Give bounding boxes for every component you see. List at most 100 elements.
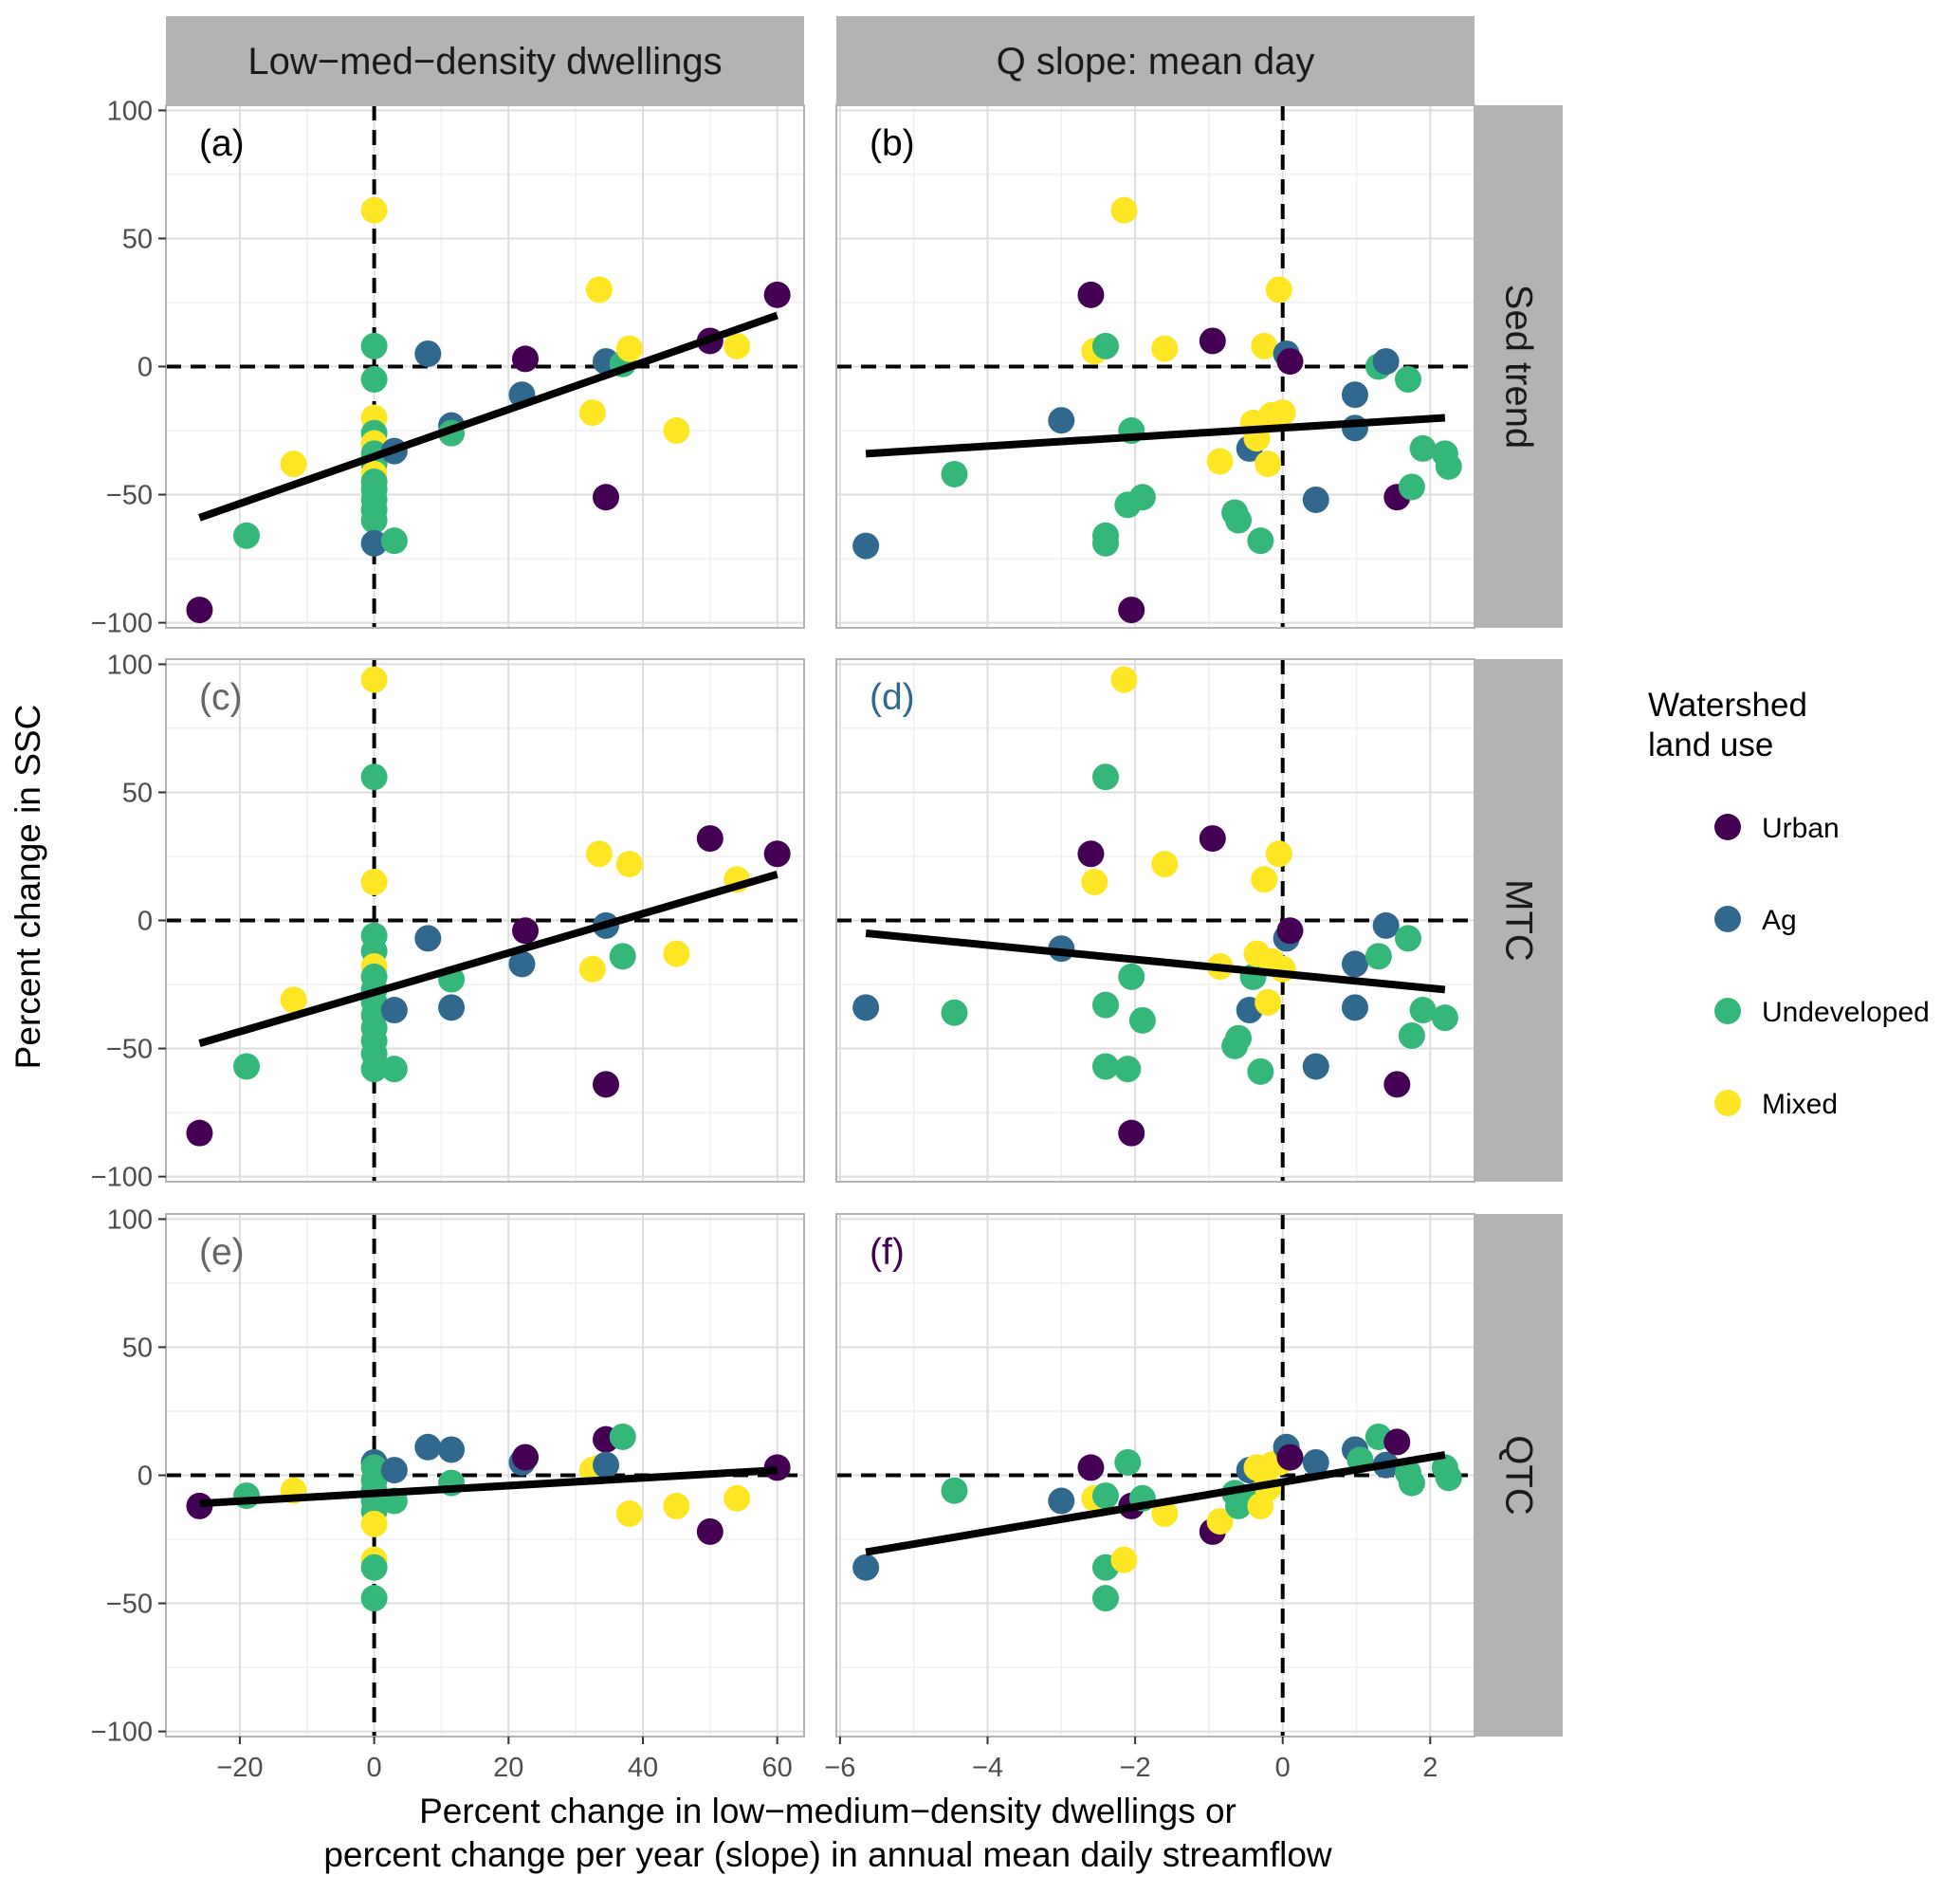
y-axis-title: Percent change in SSC bbox=[9, 705, 47, 1070]
legend-key-undeveloped bbox=[1714, 998, 1741, 1024]
data-point-urban bbox=[1118, 1119, 1145, 1147]
data-point-undeveloped bbox=[360, 366, 388, 394]
data-point-mixed bbox=[724, 1484, 751, 1512]
axis-ticks: −100 −50 0 50 100 −100 −50 0 50 100 −100 −50 0 50 100 −… bbox=[91, 96, 1438, 1783]
data-point-ag bbox=[1341, 381, 1368, 409]
data-point-undeveloped bbox=[1409, 997, 1437, 1024]
data-point-urban bbox=[512, 345, 540, 373]
data-point-undeveloped bbox=[1409, 434, 1437, 462]
data-point-undeveloped bbox=[1114, 1448, 1142, 1476]
data-point-ag bbox=[1048, 1487, 1075, 1515]
data-point-undeveloped bbox=[360, 332, 388, 359]
data-point-ag bbox=[380, 1457, 408, 1484]
data-point-undeveloped bbox=[609, 1423, 636, 1450]
panel-label: (c) bbox=[199, 677, 242, 718]
x-tick-label: 0 bbox=[1275, 1753, 1291, 1783]
data-point-undeveloped bbox=[1394, 366, 1421, 394]
legend-title-line-1: Watershed bbox=[1648, 687, 1807, 724]
data-point-mixed bbox=[280, 451, 307, 478]
data-point-urban bbox=[1199, 327, 1226, 355]
data-point-urban bbox=[1077, 1454, 1105, 1481]
data-point-mixed bbox=[1151, 851, 1179, 878]
x-tick-label: 40 bbox=[628, 1753, 658, 1783]
data-point-urban bbox=[696, 1517, 724, 1545]
data-point-ag bbox=[1302, 1053, 1329, 1080]
data-point-undeveloped bbox=[1225, 506, 1253, 534]
panel-d: (d) bbox=[835, 658, 1475, 1183]
panel-label: (b) bbox=[870, 123, 915, 164]
data-point-undeveloped bbox=[1128, 1006, 1156, 1034]
regression-line bbox=[199, 1466, 778, 1508]
data-point-urban bbox=[593, 484, 620, 511]
row-strip-label: MTC bbox=[1498, 879, 1540, 962]
panel-label: (d) bbox=[870, 677, 915, 718]
data-point-mixed bbox=[615, 335, 643, 362]
data-point-undeveloped bbox=[941, 999, 968, 1026]
y-tick-label: 0 bbox=[137, 1462, 153, 1492]
data-point-undeveloped bbox=[360, 1554, 388, 1581]
data-point-mixed bbox=[1251, 866, 1278, 893]
data-point-urban bbox=[696, 825, 724, 853]
data-point-ag bbox=[438, 1436, 466, 1463]
data-point-mixed bbox=[1110, 196, 1138, 224]
data-point-ag bbox=[380, 997, 408, 1024]
data-point-urban bbox=[1276, 1443, 1304, 1471]
data-point-undeveloped bbox=[360, 763, 388, 791]
data-point-undeveloped bbox=[941, 1477, 968, 1504]
data-point-ag bbox=[414, 1433, 442, 1461]
data-point-mixed bbox=[585, 276, 613, 303]
data-point-mixed bbox=[280, 986, 307, 1014]
data-point-urban bbox=[186, 1119, 213, 1147]
data-point-undeveloped bbox=[1091, 529, 1119, 557]
x-tick-label: 0 bbox=[367, 1753, 382, 1783]
regression-line bbox=[198, 311, 779, 522]
data-point-undeveloped bbox=[1435, 452, 1462, 480]
row-strip-label: Sed trend bbox=[1498, 285, 1540, 449]
data-point-mixed bbox=[360, 1510, 388, 1537]
data-point-ag bbox=[1302, 486, 1329, 513]
data-point-undeveloped bbox=[360, 1585, 388, 1612]
data-point-mixed bbox=[360, 868, 388, 895]
data-point-mixed bbox=[1255, 988, 1282, 1016]
data-point-undeveloped bbox=[1091, 332, 1119, 359]
data-point-ag bbox=[1372, 911, 1400, 939]
data-point-undeveloped bbox=[1398, 473, 1425, 501]
data-point-ag bbox=[852, 994, 880, 1021]
data-point-mixed bbox=[585, 840, 613, 868]
y-tick-label: 100 bbox=[107, 650, 153, 680]
data-point-mixed bbox=[1251, 332, 1278, 359]
data-point-urban bbox=[1276, 917, 1304, 945]
legend-key-ag bbox=[1714, 906, 1741, 932]
row-strip-label: QTC bbox=[1498, 1435, 1540, 1515]
y-tick-label: −100 bbox=[91, 1718, 153, 1748]
data-point-ag bbox=[1372, 348, 1400, 376]
data-point-ag bbox=[593, 1451, 620, 1479]
row-strip-background bbox=[1475, 105, 1563, 628]
regression-line bbox=[865, 414, 1446, 458]
data-point-ag bbox=[1302, 1448, 1329, 1476]
y-tick-label: −100 bbox=[91, 1163, 153, 1193]
data-point-mixed bbox=[663, 1492, 690, 1519]
legend-title-line-2: land use bbox=[1648, 726, 1773, 763]
row-strip-background bbox=[1475, 659, 1563, 1182]
data-point-ag bbox=[852, 1554, 880, 1581]
y-tick-label: −50 bbox=[106, 481, 153, 511]
data-point-undeveloped bbox=[1435, 1464, 1462, 1492]
data-point-mixed bbox=[1151, 335, 1179, 362]
data-point-undeveloped bbox=[233, 522, 261, 549]
y-tick-label: −50 bbox=[106, 1590, 153, 1620]
panel-label: (e) bbox=[199, 1232, 245, 1273]
y-tick-label: 0 bbox=[137, 907, 153, 937]
legend-keys: Urban Ag Undeveloped Mixed bbox=[1714, 813, 1930, 1120]
panels-layer: (a) (b) (c) (d) (e) (f) bbox=[165, 104, 1475, 1738]
legend-label-ag: Ag bbox=[1762, 905, 1797, 936]
data-point-undeveloped bbox=[1247, 1057, 1274, 1085]
data-point-urban bbox=[1199, 825, 1226, 853]
regression-line bbox=[865, 929, 1446, 994]
data-point-urban bbox=[1276, 348, 1304, 376]
legend-key-mixed bbox=[1714, 1090, 1741, 1116]
data-point-ag bbox=[1341, 994, 1368, 1021]
data-point-undeveloped bbox=[380, 527, 408, 555]
data-point-mixed bbox=[1255, 451, 1282, 478]
